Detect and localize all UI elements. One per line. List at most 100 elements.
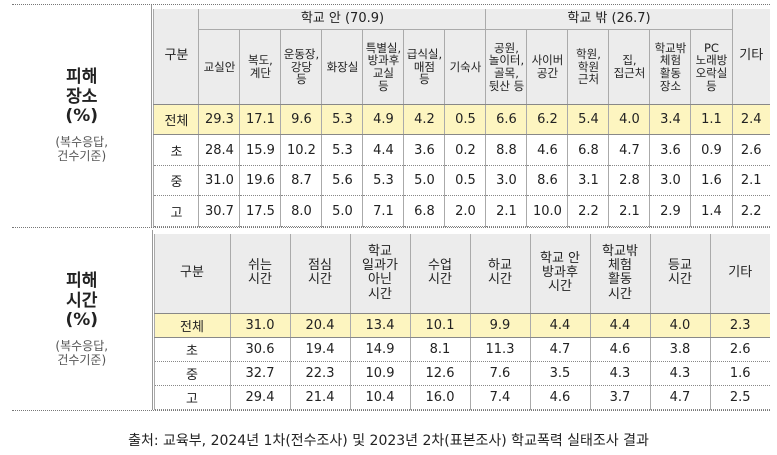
cell: 2.1 <box>731 165 770 197</box>
row-label: 중 <box>153 165 199 197</box>
cell: 3.0 <box>649 165 691 197</box>
cell: 30.6 <box>229 337 290 362</box>
column-header: 사이버 공간 <box>526 29 568 105</box>
cell: 3.6 <box>649 134 691 166</box>
cell: 19.6 <box>239 165 281 197</box>
cell: 3.7 <box>589 385 650 411</box>
data-row: 중 32.7 22.3 10.9 12.6 7.6 3.5 4.3 4.3 1.6 <box>153 361 770 386</box>
section-label: 피해 시간 (%) <box>65 271 99 331</box>
data-row: 전체 31.0 20.4 13.4 10.1 9.9 4.4 4.4 4.0 2.3 <box>153 313 770 338</box>
cell: 20.4 <box>289 313 350 338</box>
cell: 1.6 <box>709 361 770 386</box>
section-note: (복수응답, 건수기준) <box>55 338 109 368</box>
cell: 5.3 <box>321 104 363 136</box>
cell: 11.3 <box>469 337 530 362</box>
cell: 6.8 <box>567 134 609 166</box>
column-header: PC 노래방 오락실 등 <box>690 29 732 105</box>
place-section: 피해 장소 (%) (복수응답, 건수기준) 구분 학교 안 (70.9) 학교 밖… <box>12 4 770 228</box>
corner: 구분 <box>153 9 199 105</box>
column-header: 학교밖 체험 활동 시간 <box>589 234 650 314</box>
cell: 30.7 <box>198 195 240 227</box>
row-label: 초 <box>153 134 199 166</box>
cell: 1.1 <box>690 104 732 136</box>
cell: 4.4 <box>529 313 590 338</box>
cell: 29.4 <box>229 385 290 411</box>
column-header: 복도, 계단 <box>239 29 281 105</box>
column-header: 학교 안 방과후 시간 <box>529 234 590 314</box>
column-header: 집, 집근처 <box>608 29 650 105</box>
cell: 4.3 <box>589 361 650 386</box>
cell: 2.6 <box>709 337 770 362</box>
row-label: 고 <box>153 385 230 411</box>
place-table: 구분 학교 안 (70.9) 학교 밖 (26.7) 기타 교실안 복도, 계단 운동장, … <box>153 9 770 227</box>
cell: 6.2 <box>526 104 568 136</box>
cell: 5.3 <box>321 134 363 166</box>
cell: 0.5 <box>444 104 486 136</box>
cell: 7.4 <box>469 385 530 411</box>
cell: 15.9 <box>239 134 281 166</box>
cell: 2.8 <box>608 165 650 197</box>
cell: 4.6 <box>589 337 650 362</box>
cell: 4.3 <box>649 361 710 386</box>
column-header: 기타 <box>731 9 770 105</box>
header-row: 구분 쉬는 시간 점심 시간 학교 일과가 아닌 시간 수업 시간 하교 시간 학교 안 방… <box>153 234 770 314</box>
cell: 17.1 <box>239 104 281 136</box>
side-label: 피해 시간 (%) (복수응답, 건수기준) <box>12 230 153 410</box>
column-header: 공원, 놀이터, 골목, 뒷산 등 <box>485 29 527 105</box>
row-label: 중 <box>153 361 230 386</box>
cell: 6.8 <box>403 195 445 227</box>
cell: 16.0 <box>409 385 470 411</box>
cell: 9.6 <box>280 104 322 136</box>
cell: 4.7 <box>529 337 590 362</box>
header-row: 교실안 복도, 계단 운동장, 강당 등 화장실 특별실, 방과후 교실 등 급식실, 매… <box>154 29 770 105</box>
cell: 2.9 <box>649 195 691 227</box>
cell: 4.0 <box>608 104 650 136</box>
cell: 2.4 <box>731 104 770 136</box>
cell: 12.6 <box>409 361 470 386</box>
column-header: 운동장, 강당 등 <box>280 29 322 105</box>
corner: 구분 <box>153 234 230 314</box>
cell: 21.4 <box>289 385 350 411</box>
column-header: 학교밖 체험 활동 장소 <box>649 29 691 105</box>
cell: 2.0 <box>444 195 486 227</box>
cell: 5.0 <box>403 165 445 197</box>
column-header: 학원, 학원 근처 <box>567 29 609 105</box>
cell: 4.4 <box>589 313 650 338</box>
footer: 출처: 교육부, 2024년 1차(전수조사) 및 2023년 2차(표본조사)… <box>128 433 649 449</box>
data-row: 고 30.7 17.5 8.0 5.0 7.1 6.8 2.0 2.1 10.0 2.2 2.1 2.9… <box>153 195 770 227</box>
cell: 4.6 <box>529 385 590 411</box>
cell: 28.4 <box>198 134 240 166</box>
column-header: 학교 일과가 아닌 시간 <box>349 234 410 314</box>
cell: 2.2 <box>731 195 770 227</box>
side-label: 피해 장소 (%) (복수응답, 건수기준) <box>12 5 153 227</box>
section-note: (복수응답, 건수기준) <box>55 134 109 164</box>
cell: 3.1 <box>567 165 609 197</box>
column-header: 점심 시간 <box>289 234 350 314</box>
cell: 3.0 <box>485 165 527 197</box>
group-header: 학교 안 (70.9) <box>198 9 486 31</box>
cell: 5.6 <box>321 165 363 197</box>
cell: 4.0 <box>649 313 710 338</box>
data-row: 고 29.4 21.4 10.4 16.0 7.4 4.6 3.7 4.7 2.5 <box>153 385 770 411</box>
cell: 5.3 <box>362 165 404 197</box>
group-header: 학교 밖 (26.7) <box>485 9 732 31</box>
cell: 8.1 <box>409 337 470 362</box>
cell: 7.1 <box>362 195 404 227</box>
cell: 0.2 <box>444 134 486 166</box>
cell: 8.8 <box>485 134 527 166</box>
cell: 2.3 <box>709 313 770 338</box>
cell: 3.6 <box>403 134 445 166</box>
cell: 4.6 <box>526 134 568 166</box>
cell: 6.6 <box>485 104 527 136</box>
row-label: 전체 <box>153 104 199 136</box>
data-row: 중 31.0 19.6 8.7 5.6 5.3 5.0 0.5 3.0 8.6 3.1 2.8 3.0 1… <box>153 165 770 197</box>
row-label: 고 <box>153 195 199 227</box>
cell: 7.6 <box>469 361 530 386</box>
cell: 1.4 <box>690 195 732 227</box>
data-row: 초 30.6 19.4 14.9 8.1 11.3 4.7 4.6 3.8 2.6 <box>153 337 770 362</box>
column-header: 수업 시간 <box>409 234 470 314</box>
cell: 2.5 <box>709 385 770 411</box>
cell: 19.4 <box>289 337 350 362</box>
cell: 3.8 <box>649 337 710 362</box>
